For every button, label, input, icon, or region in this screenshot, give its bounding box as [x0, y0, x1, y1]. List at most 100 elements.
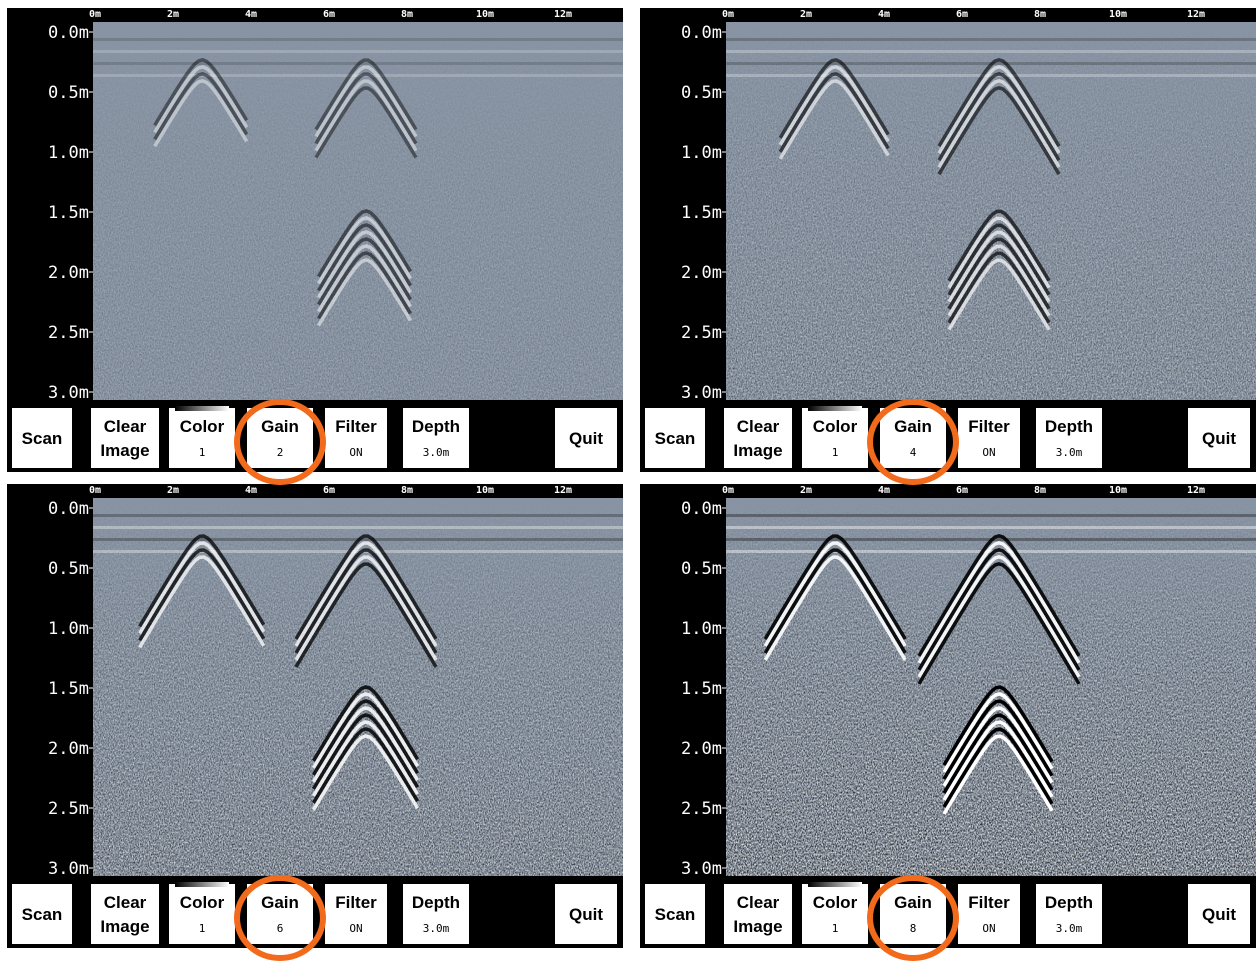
button-label[interactable]: Quit	[1202, 905, 1236, 924]
x-axis-label: 8m	[401, 9, 413, 20]
button-value[interactable]: ON	[982, 922, 995, 935]
button-label[interactable]: Image	[100, 441, 149, 460]
button-value[interactable]: ON	[982, 446, 995, 459]
button-label[interactable]: Clear	[737, 417, 780, 436]
toolbar-button[interactable]: Color 1	[169, 406, 235, 468]
toolbar-button[interactable]: Quit	[1188, 408, 1250, 468]
button-label[interactable]: Clear	[104, 417, 147, 436]
button-label[interactable]: Filter	[968, 417, 1010, 436]
button-label[interactable]: Color	[813, 417, 858, 436]
toolbar-button[interactable]: Clear Image	[91, 884, 159, 944]
x-axis-label: 12m	[554, 9, 572, 20]
toolbar-button[interactable]: Filter ON	[325, 408, 387, 468]
toolbar-button[interactable]: Color 1	[802, 882, 868, 944]
button-value[interactable]: 1	[832, 446, 839, 459]
button-value[interactable]: 1	[832, 922, 839, 935]
color-swatch	[175, 406, 229, 411]
x-axis-label: 4m	[878, 9, 890, 20]
button-label[interactable]: Image	[733, 441, 782, 460]
y-axis-label: 0.5m	[681, 559, 722, 579]
y-axis-label: 1.5m	[48, 679, 89, 699]
x-axis-label: 0m	[722, 485, 734, 496]
toolbar-button[interactable]: Depth 3.0m	[1036, 884, 1102, 944]
x-axis-label: 10m	[476, 9, 494, 20]
toolbar-button[interactable]: Color 1	[169, 882, 235, 944]
toolbar-button[interactable]: Gain 2	[247, 408, 313, 468]
button-value[interactable]: 4	[910, 446, 917, 459]
button-label[interactable]: Color	[180, 417, 225, 436]
button-label[interactable]: Gain	[894, 417, 932, 436]
toolbar-button[interactable]: Quit	[555, 884, 617, 944]
x-axis-label: 2m	[167, 9, 179, 20]
surface-band	[726, 50, 1256, 53]
toolbar-button[interactable]: Clear Image	[91, 408, 159, 468]
toolbar-button[interactable]: Depth 3.0m	[403, 408, 469, 468]
button-value[interactable]: ON	[349, 446, 362, 459]
button-label[interactable]: Depth	[412, 893, 460, 912]
button-value[interactable]: 2	[277, 446, 284, 459]
toolbar-button[interactable]: Filter ON	[958, 884, 1020, 944]
button-label[interactable]: Color	[180, 893, 225, 912]
toolbar-button[interactable]: Scan	[645, 408, 705, 468]
x-axis-label: 12m	[1187, 485, 1205, 496]
button-value[interactable]: ON	[349, 922, 362, 935]
toolbar-button[interactable]: Color 1	[802, 406, 868, 468]
toolbar-button[interactable]: Scan	[12, 408, 72, 468]
button-label[interactable]: Scan	[22, 905, 63, 924]
x-axis-label: 0m	[722, 9, 734, 20]
button-value[interactable]: 1	[199, 446, 206, 459]
x-axis-label: 12m	[554, 485, 572, 496]
toolbar-button[interactable]: Gain 8	[880, 884, 946, 944]
toolbar-button[interactable]: Clear Image	[724, 408, 792, 468]
toolbar-button[interactable]: Clear Image	[724, 884, 792, 944]
button-value[interactable]: 3.0m	[423, 922, 450, 935]
toolbar-button[interactable]: Scan	[645, 884, 705, 944]
toolbar-button[interactable]: Scan	[12, 884, 72, 944]
button-label[interactable]: Filter	[335, 417, 377, 436]
y-axis-label: 0.0m	[48, 499, 89, 519]
button-label[interactable]: Filter	[968, 893, 1010, 912]
toolbar-button[interactable]: Quit	[555, 408, 617, 468]
button-label[interactable]: Quit	[1202, 429, 1236, 448]
button-value[interactable]: 3.0m	[1056, 922, 1083, 935]
button-label[interactable]: Depth	[412, 417, 460, 436]
button-value[interactable]: 3.0m	[1056, 446, 1083, 459]
button-label[interactable]: Quit	[569, 905, 603, 924]
toolbar-button[interactable]: Gain 4	[880, 408, 946, 468]
button-value[interactable]: 6	[277, 922, 284, 935]
button-label[interactable]: Filter	[335, 893, 377, 912]
button-value[interactable]: 8	[910, 922, 917, 935]
button-label[interactable]: Image	[733, 917, 782, 936]
radargram	[726, 22, 1256, 400]
x-axis-label: 10m	[1109, 485, 1127, 496]
button-label[interactable]: Clear	[104, 893, 147, 912]
toolbar-button[interactable]: Depth 3.0m	[1036, 408, 1102, 468]
button-label[interactable]: Gain	[261, 417, 299, 436]
toolbar-button[interactable]: Filter ON	[325, 884, 387, 944]
x-axis-label: 0m	[89, 485, 101, 496]
button-label[interactable]: Scan	[655, 905, 696, 924]
button-label[interactable]: Color	[813, 893, 858, 912]
toolbar-button[interactable]: Filter ON	[958, 408, 1020, 468]
x-axis-label: 4m	[878, 485, 890, 496]
toolbar-button[interactable]: Depth 3.0m	[403, 884, 469, 944]
surface-band	[93, 38, 623, 41]
toolbar-button[interactable]: Gain 6	[247, 884, 313, 944]
button-label[interactable]: Depth	[1045, 417, 1093, 436]
surface-band	[93, 526, 623, 529]
button-value[interactable]: 3.0m	[423, 446, 450, 459]
y-axis-label: 3.0m	[48, 859, 89, 879]
button-label[interactable]: Quit	[569, 429, 603, 448]
button-value[interactable]: 1	[199, 922, 206, 935]
button-label[interactable]: Gain	[894, 893, 932, 912]
x-axis-label: 6m	[323, 9, 335, 20]
surface-band	[726, 526, 1256, 529]
button-label[interactable]: Clear	[737, 893, 780, 912]
button-label[interactable]: Scan	[22, 429, 63, 448]
toolbar-button[interactable]: Quit	[1188, 884, 1250, 944]
button-label[interactable]: Image	[100, 917, 149, 936]
button-label[interactable]: Gain	[261, 893, 299, 912]
button-label[interactable]: Depth	[1045, 893, 1093, 912]
button-label[interactable]: Scan	[655, 429, 696, 448]
y-axis-label: 1.5m	[48, 203, 89, 223]
